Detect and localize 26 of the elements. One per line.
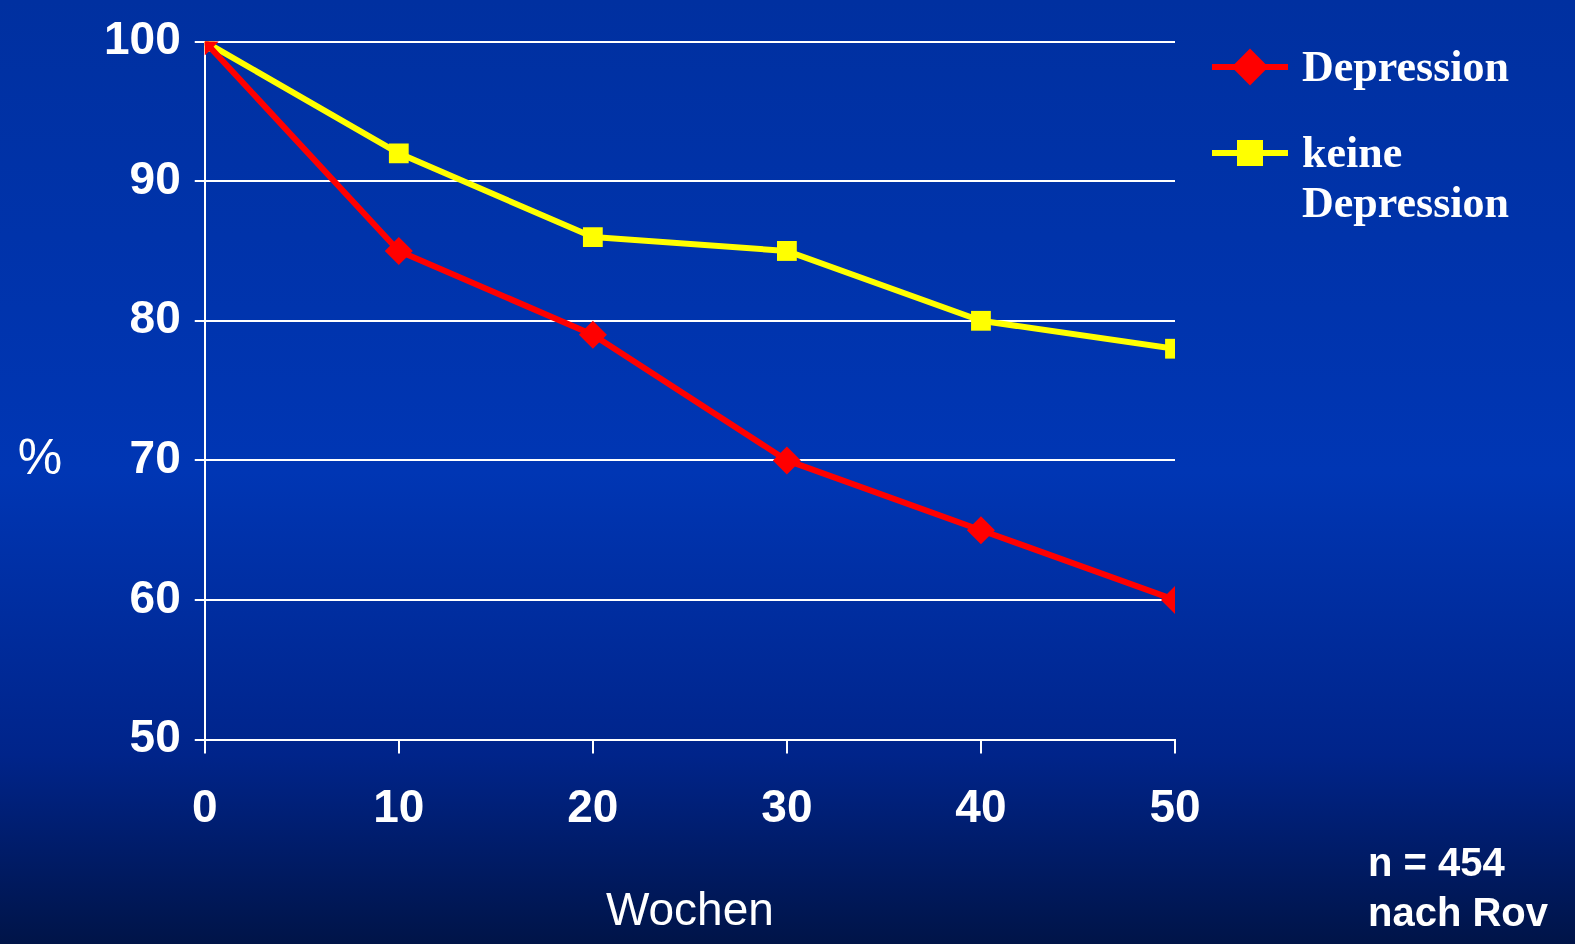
legend-label: Depression <box>1302 42 1509 92</box>
point <box>777 241 797 261</box>
x-tick-label: 10 <box>373 779 425 832</box>
point <box>388 143 409 164</box>
point <box>966 516 995 545</box>
x-tick-label: 20 <box>567 779 619 832</box>
point <box>772 446 801 475</box>
x-tick-label: 0 <box>191 779 218 832</box>
point <box>578 320 607 349</box>
y-tick-label: 90 <box>129 151 181 204</box>
y-axis-title: % <box>17 429 63 486</box>
text: nach Rov <box>1368 890 1549 935</box>
legend-label: keine Depression <box>1302 128 1510 228</box>
y-tick-label: 50 <box>129 710 181 763</box>
x-tick-label: 40 <box>955 779 1007 832</box>
x-tick-label: 30 <box>761 779 813 832</box>
y-tick-label: 80 <box>129 291 181 344</box>
y-tick-label: 100 <box>104 12 181 65</box>
x-tick-label: 50 <box>1149 779 1201 832</box>
text: n = 454 <box>1368 840 1506 885</box>
point <box>384 237 413 265</box>
x-axis-title: Wochen <box>605 883 774 936</box>
point <box>971 310 991 331</box>
y-tick-label: 70 <box>129 431 181 484</box>
y-tick-label: 60 <box>129 570 181 623</box>
point <box>582 227 603 247</box>
